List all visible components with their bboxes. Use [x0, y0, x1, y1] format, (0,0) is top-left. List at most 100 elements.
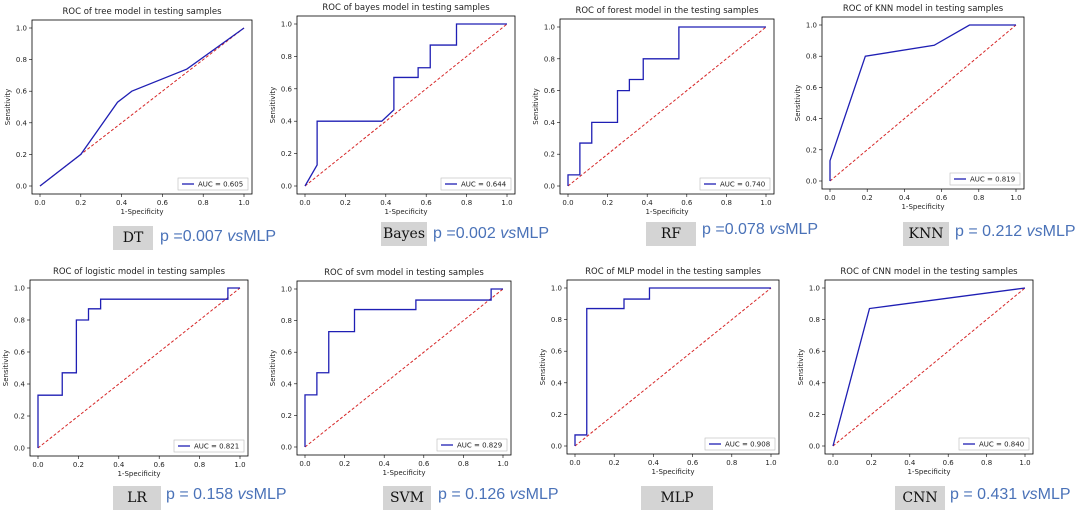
chance-diagonal-line: [304, 288, 504, 448]
x-tick-label: 0.8: [973, 194, 984, 202]
legend-auc-label: AUC = 0.829: [457, 442, 502, 450]
model-tag-dt: DT: [113, 226, 153, 250]
legend-box: [440, 177, 512, 191]
x-tick-label: 0.6: [154, 461, 166, 469]
legend-box: [699, 177, 771, 191]
y-tick-label: 0.0: [551, 443, 562, 451]
y-tick-label: 0.6: [806, 84, 818, 92]
x-tick-label: 1.0: [760, 199, 771, 207]
y-tick-label: 0.6: [281, 349, 293, 357]
y-tick-label: 0.2: [281, 412, 292, 420]
x-tick-label: 0.8: [194, 461, 205, 469]
plot-frame: [559, 18, 775, 195]
model-tag-lr: LR: [113, 486, 161, 510]
roc-panel-rf: ROC of forest model in the testing sampl…: [530, 0, 785, 222]
y-tick-label: 0.4: [281, 118, 293, 126]
vs-text: vs: [237, 486, 254, 503]
plot-frame: [821, 16, 1025, 190]
x-tick-label: 0.0: [827, 459, 838, 467]
y-axis-label: Sensitivity: [532, 88, 540, 124]
roc-chart: ROC of bayes model in testing samples 0.0…: [269, 3, 516, 216]
x-tick-label: 0.4: [642, 199, 654, 207]
x-tick-label: 1.0: [1010, 194, 1021, 202]
chance-diagonal-line: [832, 287, 1026, 447]
reference-model: MLP: [516, 225, 550, 242]
x-tick-label: 0.8: [458, 460, 469, 468]
y-axis-label: Sensitivity: [269, 350, 277, 386]
x-tick-label: 0.2: [340, 199, 351, 207]
x-tick-label: 0.4: [379, 460, 391, 468]
y-tick-label: 0.2: [544, 151, 555, 159]
y-tick-label: 0.0: [281, 183, 292, 191]
x-tick-label: 0.2: [602, 199, 613, 207]
y-tick-label: 1.0: [544, 24, 555, 32]
x-tick-label: 0.4: [904, 459, 916, 467]
x-tick-label: 0.8: [726, 459, 737, 467]
plot-frame: [296, 15, 516, 195]
p-value-dt: p =0.007 vsMLP: [160, 225, 276, 249]
y-tick-label: 0.4: [14, 381, 26, 389]
p-value-cnn: p = 0.431 vsMLP: [950, 483, 1071, 507]
y-tick-label: 0.8: [16, 56, 27, 64]
x-axis-label: 1-Specificity: [901, 203, 944, 211]
roc-curve-line: [829, 24, 1016, 181]
x-tick-label: 0.0: [32, 461, 43, 469]
legend-auc-label: AUC = 0.819: [970, 176, 1015, 184]
x-tick-label: 0.6: [943, 459, 955, 467]
x-tick-label: 1.0: [1019, 459, 1030, 467]
legend-box: [949, 172, 1021, 186]
p-value-number: p =0.078: [702, 221, 765, 238]
x-tick-label: 1.0: [238, 199, 249, 207]
reference-model: MLP: [1042, 223, 1076, 240]
vs-text: vs: [509, 486, 526, 503]
legend-auc-label: AUC = 0.840: [979, 441, 1024, 449]
plot-frame: [824, 279, 1034, 455]
x-tick-label: 0.4: [380, 199, 392, 207]
reference-model: MLP: [525, 486, 559, 503]
y-axis-label: Sensitivity: [2, 350, 10, 386]
y-tick-label: 0.8: [281, 53, 292, 61]
chart-title: ROC of MLP model in the testing samples: [585, 267, 761, 277]
y-tick-label: 0.2: [551, 411, 562, 419]
y-tick-label: 0.2: [806, 146, 817, 154]
p-value-number: p =0.007: [160, 228, 223, 245]
y-tick-label: 1.0: [16, 25, 27, 33]
x-tick-label: 0.8: [721, 199, 732, 207]
roc-curve-line: [304, 23, 507, 187]
x-tick-label: 0.6: [681, 199, 693, 207]
x-tick-label: 1.0: [497, 460, 508, 468]
y-tick-label: 0.8: [551, 316, 562, 324]
y-tick-label: 0.6: [281, 85, 293, 93]
x-axis-label: 1-Specificity: [384, 208, 427, 216]
x-tick-label: 1.0: [501, 199, 512, 207]
y-tick-label: 0.0: [281, 444, 292, 452]
legend-auc-label: AUC = 0.908: [725, 441, 770, 449]
x-tick-label: 0.0: [299, 199, 310, 207]
roc-chart: ROC of tree model in testing samples 0.0 0…: [4, 7, 253, 216]
legend-auc-label: AUC = 0.644: [461, 181, 507, 189]
y-tick-label: 0.4: [16, 119, 28, 127]
y-tick-label: 0.2: [16, 151, 27, 159]
p-value-bayes: p =0.002 vsMLP: [433, 222, 549, 246]
y-tick-label: 0.8: [809, 316, 820, 324]
x-tick-label: 0.6: [418, 460, 430, 468]
y-tick-label: 0.4: [806, 115, 818, 123]
chance-diagonal-line: [829, 24, 1017, 182]
x-axis-label: 1-Specificity: [645, 208, 688, 216]
vs-text: vs: [1021, 486, 1038, 503]
y-tick-label: 0.6: [809, 348, 821, 356]
y-tick-label: 1.0: [14, 285, 25, 293]
reference-model: MLP: [1037, 486, 1071, 503]
y-tick-label: 0.0: [14, 445, 25, 453]
y-tick-label: 0.2: [809, 411, 820, 419]
legend-auc-label: AUC = 0.821: [194, 443, 239, 451]
y-tick-label: 1.0: [281, 286, 292, 294]
y-tick-label: 0.0: [809, 443, 820, 451]
chance-diagonal-line: [574, 287, 772, 447]
y-tick-label: 1.0: [281, 21, 292, 29]
legend-box: [177, 177, 249, 191]
y-tick-label: 1.0: [551, 285, 562, 293]
chance-diagonal-line: [304, 23, 508, 187]
x-tick-label: 0.0: [569, 459, 580, 467]
